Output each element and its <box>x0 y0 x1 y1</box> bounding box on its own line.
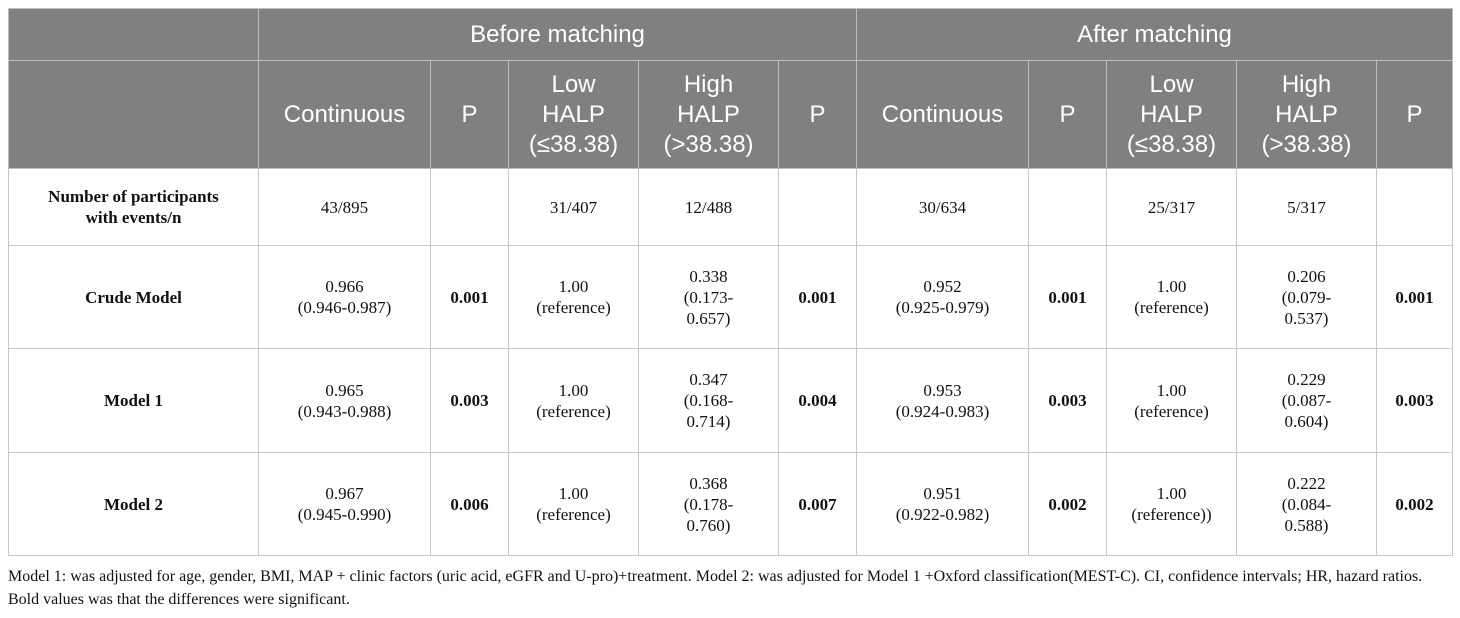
col-p-after-2: P <box>1376 60 1454 169</box>
table-cell: 0.965 (0.943-0.988) <box>258 348 431 453</box>
p-value-cell: 0.004 <box>777 348 858 453</box>
row-label-model-1: Model 1 <box>8 348 259 453</box>
table-footnote: Model 1: was adjusted for age, gender, B… <box>8 568 1423 608</box>
table-cell <box>1376 168 1454 246</box>
results-table-container: Before matching After matching Continuou… <box>8 8 1454 611</box>
table-cell: 1.00 (reference) <box>508 348 639 453</box>
table-cell: 0.222 (0.084- 0.588) <box>1236 452 1378 556</box>
table-row: Crude Model 0.966 (0.946-0.987) 0.001 1.… <box>8 245 1454 349</box>
p-value-cell: 0.003 <box>430 348 509 453</box>
table-cell <box>1028 168 1108 246</box>
p-value-cell: 0.003 <box>1376 348 1454 453</box>
col-continuous-after: Continuous <box>856 60 1030 169</box>
table-cell: 1.00 (reference) <box>1106 245 1238 349</box>
table-row: Model 1 0.965 (0.943-0.988) 0.003 1.00 (… <box>8 348 1454 453</box>
table-cell <box>777 168 858 246</box>
table-cell: 0.953 (0.924-0.983) <box>856 348 1030 453</box>
table-cell: 0.952 (0.925-0.979) <box>856 245 1030 349</box>
table-cell: 0.206 (0.079- 0.537) <box>1236 245 1378 349</box>
table-cell: 1.00 (reference) <box>508 245 639 349</box>
table-cell: 0.967 (0.945-0.990) <box>258 452 431 556</box>
table-cell: 0.347 (0.168- 0.714) <box>638 348 779 453</box>
table-cell: 0.951 (0.922-0.982) <box>856 452 1030 556</box>
header-before-matching: Before matching <box>257 8 858 61</box>
p-value-cell: 0.003 <box>1028 348 1108 453</box>
col-high-halp-after: High HALP (>38.38) <box>1236 60 1378 169</box>
header-empty-label <box>8 60 259 169</box>
table-cell: 25/317 <box>1106 168 1238 246</box>
table-cell: 5/317 <box>1236 168 1378 246</box>
table-cell: 1.00 (reference) <box>1106 348 1238 453</box>
hazard-ratio-table: Before matching After matching Continuou… <box>8 8 1454 556</box>
p-value-cell: 0.001 <box>430 245 509 349</box>
table-cell: 0.229 (0.087- 0.604) <box>1236 348 1378 453</box>
col-p-after-1: P <box>1028 60 1108 169</box>
table-cell: 12/488 <box>638 168 779 246</box>
p-value-cell: 0.007 <box>777 452 858 556</box>
table-cell: 43/895 <box>258 168 431 246</box>
table-row: Model 2 0.967 (0.945-0.990) 0.006 1.00 (… <box>8 452 1454 556</box>
header-column-row: Continuous P Low HALP (≤38.38) High HALP… <box>8 60 1454 169</box>
p-value-cell: 0.002 <box>1376 452 1454 556</box>
table-cell: 0.338 (0.173- 0.657) <box>638 245 779 349</box>
table-row: Number of participants with events/n 43/… <box>8 168 1454 246</box>
header-empty-corner <box>8 8 259 61</box>
table-cell <box>430 168 509 246</box>
table-cell: 30/634 <box>856 168 1030 246</box>
header-group-row: Before matching After matching <box>8 8 1454 61</box>
col-low-halp-before: Low HALP (≤38.38) <box>508 60 639 169</box>
col-continuous-before: Continuous <box>258 60 431 169</box>
p-value-cell: 0.001 <box>1028 245 1108 349</box>
table-cell: 0.368 (0.178- 0.760) <box>638 452 779 556</box>
table-cell: 1.00 (reference)) <box>1106 452 1238 556</box>
table-cell: 31/407 <box>508 168 639 246</box>
p-value-cell: 0.001 <box>1376 245 1454 349</box>
col-p-before-1: P <box>430 60 509 169</box>
row-label-model-2: Model 2 <box>8 452 259 556</box>
p-value-cell: 0.006 <box>430 452 509 556</box>
col-high-halp-before: High HALP (>38.38) <box>638 60 779 169</box>
row-label-participants: Number of participants with events/n <box>8 168 259 246</box>
col-p-before-2: P <box>777 60 858 169</box>
col-low-halp-after: Low HALP (≤38.38) <box>1106 60 1238 169</box>
header-after-matching: After matching <box>856 8 1454 61</box>
p-value-cell: 0.001 <box>777 245 858 349</box>
table-cell: 1.00 (reference) <box>508 452 639 556</box>
p-value-cell: 0.002 <box>1028 452 1108 556</box>
row-label-crude-model: Crude Model <box>8 245 259 349</box>
table-cell: 0.966 (0.946-0.987) <box>258 245 431 349</box>
